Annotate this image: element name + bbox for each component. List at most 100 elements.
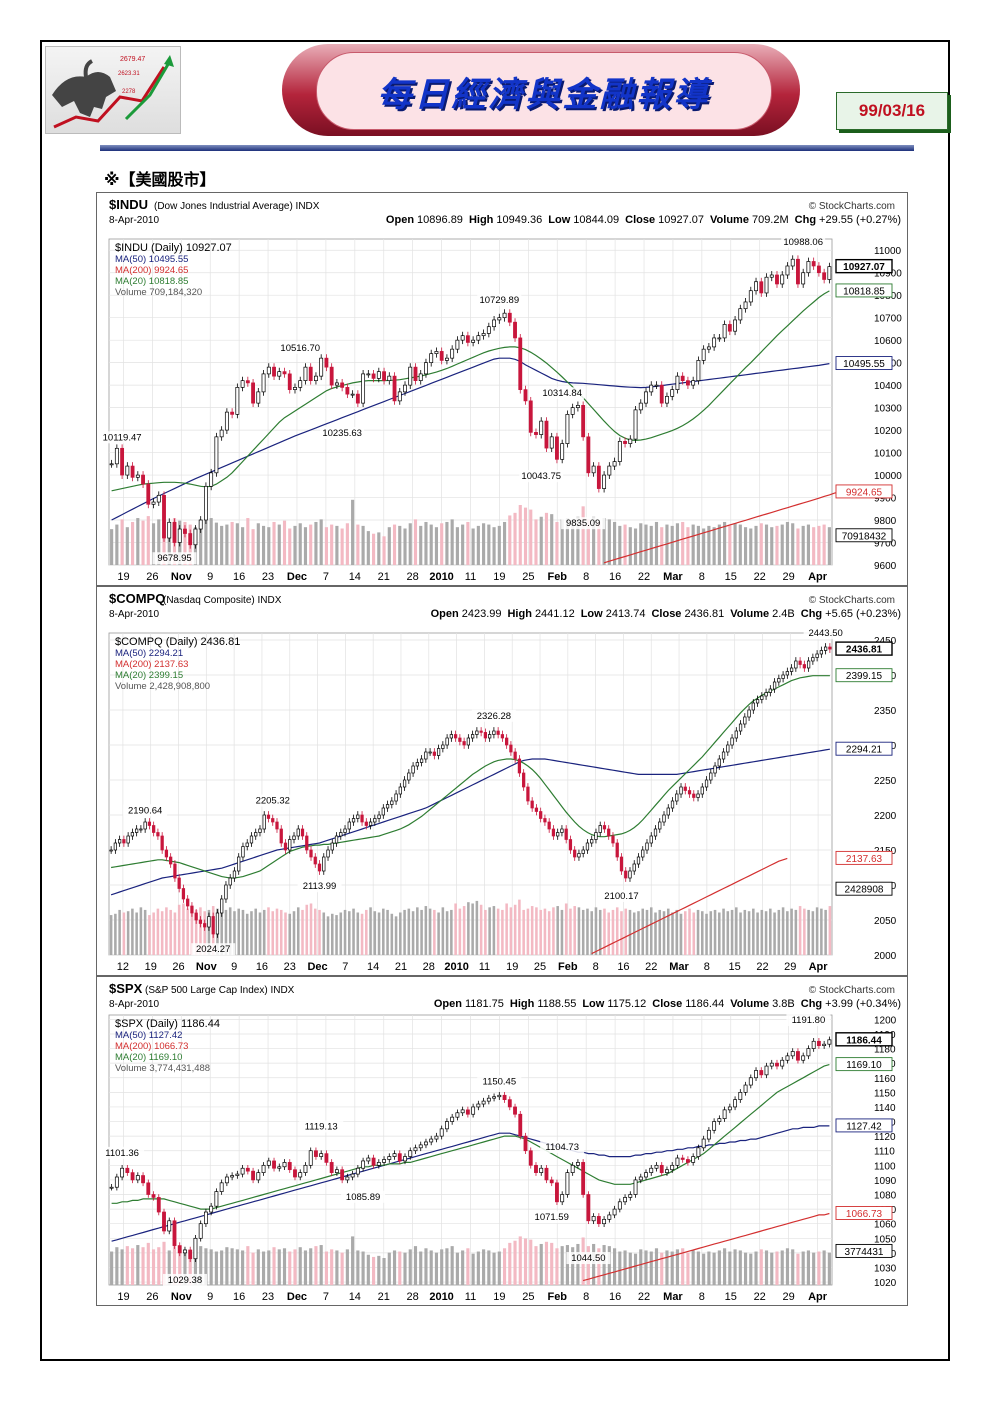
- volume-bar: [662, 911, 666, 955]
- candle: [523, 389, 528, 402]
- candle: [183, 1249, 187, 1254]
- volume-bar: [649, 1251, 653, 1285]
- ma-line: [111, 1125, 830, 1242]
- candle: [261, 1164, 266, 1173]
- volume-bar: [628, 909, 632, 955]
- candle: [162, 1211, 166, 1232]
- x-tick-label: 7: [323, 1291, 329, 1303]
- volume-bar: [471, 903, 474, 955]
- candle: [649, 384, 654, 393]
- volume-bar: [717, 1250, 721, 1285]
- candle: [565, 1172, 570, 1195]
- annotation-label: 9678.95: [157, 553, 191, 564]
- volume-bar: [390, 913, 394, 955]
- volume-bar: [250, 911, 253, 955]
- candle: [636, 856, 641, 865]
- x-tick-label: 25: [522, 1291, 534, 1303]
- value-tag: [835, 1057, 893, 1072]
- volume-bar: [233, 911, 236, 955]
- quote-label: High: [507, 608, 532, 620]
- volume-bar: [157, 1247, 161, 1285]
- volume-bar: [709, 911, 713, 955]
- candle: [649, 1167, 654, 1173]
- volume-bar: [369, 907, 372, 955]
- candle: [644, 1172, 648, 1178]
- legend-entry: Volume 2,428,908,800: [115, 681, 210, 692]
- volume-bar: [822, 1250, 826, 1285]
- volume-bar: [723, 521, 727, 565]
- x-tick-label: Dec: [307, 961, 327, 973]
- volume-bar: [169, 909, 172, 955]
- candle: [570, 1164, 575, 1173]
- x-tick-label: 19: [506, 961, 518, 973]
- volume-bar: [686, 527, 690, 565]
- candle: [730, 737, 734, 746]
- quote-value: 10949.36: [496, 214, 542, 226]
- candle: [722, 324, 727, 339]
- candle: [738, 723, 743, 732]
- value-tag-label: 2436.81: [846, 645, 883, 656]
- x-tick-label: Dec: [287, 1291, 307, 1303]
- volume-bar: [365, 909, 368, 955]
- volume-bar: [309, 524, 313, 565]
- volume-bar: [258, 912, 262, 955]
- candle: [666, 807, 670, 816]
- volume-bar: [696, 525, 700, 565]
- volume-bar: [377, 912, 381, 955]
- value-tag-label: 1169.10: [846, 1060, 882, 1071]
- volume-bar: [267, 527, 271, 565]
- volume-bar: [416, 907, 419, 955]
- annotation-bg: [566, 1252, 611, 1265]
- candle: [748, 1077, 753, 1086]
- volume-bar: [318, 909, 321, 955]
- candle: [816, 1040, 821, 1046]
- candle: [392, 375, 397, 402]
- annotation-label: 2443.50: [808, 628, 842, 639]
- candle: [232, 870, 237, 879]
- candle: [120, 1167, 125, 1178]
- volume-bar: [487, 524, 491, 565]
- volume-bar: [518, 1236, 522, 1285]
- volume-bar: [235, 523, 239, 565]
- candle: [822, 272, 827, 280]
- annotation-bg: [477, 1075, 522, 1088]
- candle: [780, 274, 785, 285]
- volume-bar: [717, 524, 721, 565]
- candle: [418, 1144, 423, 1149]
- candle: [534, 1164, 538, 1173]
- candle: [585, 842, 590, 851]
- volume-bar: [738, 524, 742, 565]
- value-tag: [835, 881, 893, 896]
- volume-bar: [298, 523, 302, 565]
- volume-bar: [230, 521, 234, 565]
- volume-bar: [586, 519, 590, 565]
- volume-bar: [288, 528, 292, 565]
- value-tag-label: 1186.44: [846, 1035, 882, 1046]
- quote-label: Close: [625, 214, 655, 226]
- candle: [277, 371, 282, 377]
- candle: [360, 814, 364, 823]
- annotation-bg: [341, 1190, 386, 1203]
- candle: [177, 877, 181, 889]
- volume-bar: [407, 908, 411, 955]
- quote-label: Chg: [801, 998, 822, 1010]
- volume-bar: [754, 525, 758, 565]
- candle: [300, 828, 305, 837]
- volume-bar: [126, 911, 130, 955]
- candle: [424, 1141, 428, 1146]
- chart-date: 8-Apr-2010: [109, 215, 159, 226]
- volume-bar: [702, 528, 706, 565]
- candle: [334, 382, 339, 386]
- quote-value: 2413.74: [606, 608, 646, 620]
- quote-value: +5.65 (+0.23%): [825, 608, 901, 620]
- candle: [334, 1169, 339, 1173]
- volume-bar: [136, 1245, 140, 1285]
- x-tick-label: 11: [465, 1291, 476, 1303]
- candle: [326, 849, 330, 858]
- volume-bar: [146, 516, 150, 565]
- candle: [628, 1194, 633, 1198]
- candle: [483, 732, 488, 739]
- candle: [475, 730, 479, 735]
- candle: [455, 1112, 460, 1118]
- volume-bar: [471, 528, 475, 565]
